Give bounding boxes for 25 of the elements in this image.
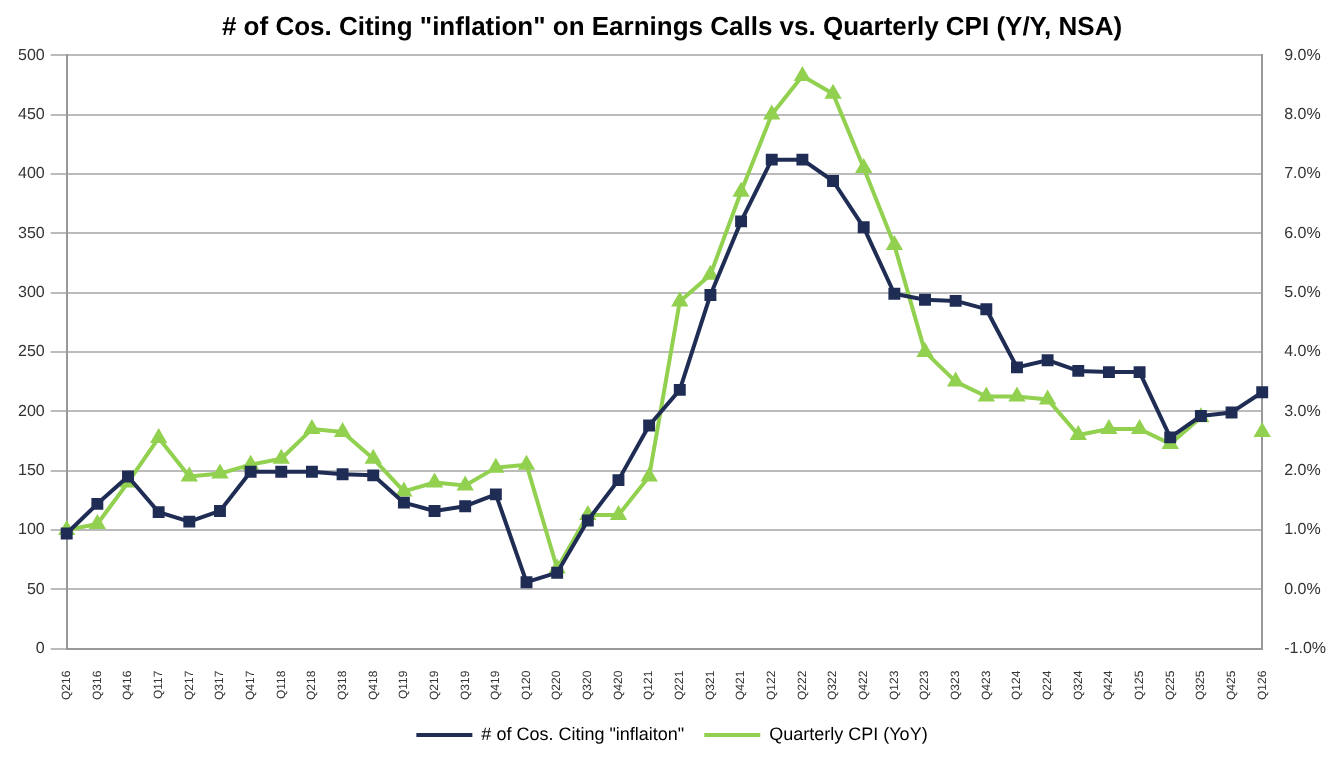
y2-tick-label: 1.0%	[1284, 520, 1321, 539]
legend-label: # of Cos. Citing "inflaiton"	[481, 723, 685, 744]
y-tick-label: 200	[17, 401, 46, 420]
y-tick-label: 100	[17, 520, 46, 539]
y2-tick-label: 0.0%	[1284, 579, 1321, 598]
y2-tick-label: 8.0%	[1284, 104, 1321, 123]
y2-tick-label: 6.0%	[1284, 223, 1321, 242]
y2-tick-label: 4.0%	[1284, 342, 1321, 361]
legend-label: Quarterly CPI (YoY)	[769, 723, 928, 744]
y-tick-label: 450	[17, 104, 46, 123]
y2-tick-label: 2.0%	[1284, 461, 1321, 480]
y2-tick-label: 5.0%	[1284, 282, 1321, 301]
y2-tick-label: -1.0%	[1284, 639, 1327, 658]
y2-tick-label: 9.0%	[1284, 45, 1321, 64]
y-tick-label: 400	[17, 164, 46, 183]
y-tick-label: 300	[17, 282, 46, 301]
y2-tick-label: 7.0%	[1284, 164, 1321, 183]
y-tick-label: 500	[17, 45, 46, 64]
y-tick-label: 0	[35, 639, 46, 658]
y-tick-label: 50	[26, 579, 46, 598]
chart-title: # of Cos. Citing "inflation" on Earnings Calls vs. Quarterly CPI (Y/Y, NSA)	[221, 10, 1123, 41]
y-tick-label: 250	[17, 342, 46, 361]
y-tick-label: 350	[17, 223, 46, 242]
y-tick-label: 150	[17, 461, 46, 480]
y2-tick-label: 3.0%	[1284, 401, 1321, 420]
